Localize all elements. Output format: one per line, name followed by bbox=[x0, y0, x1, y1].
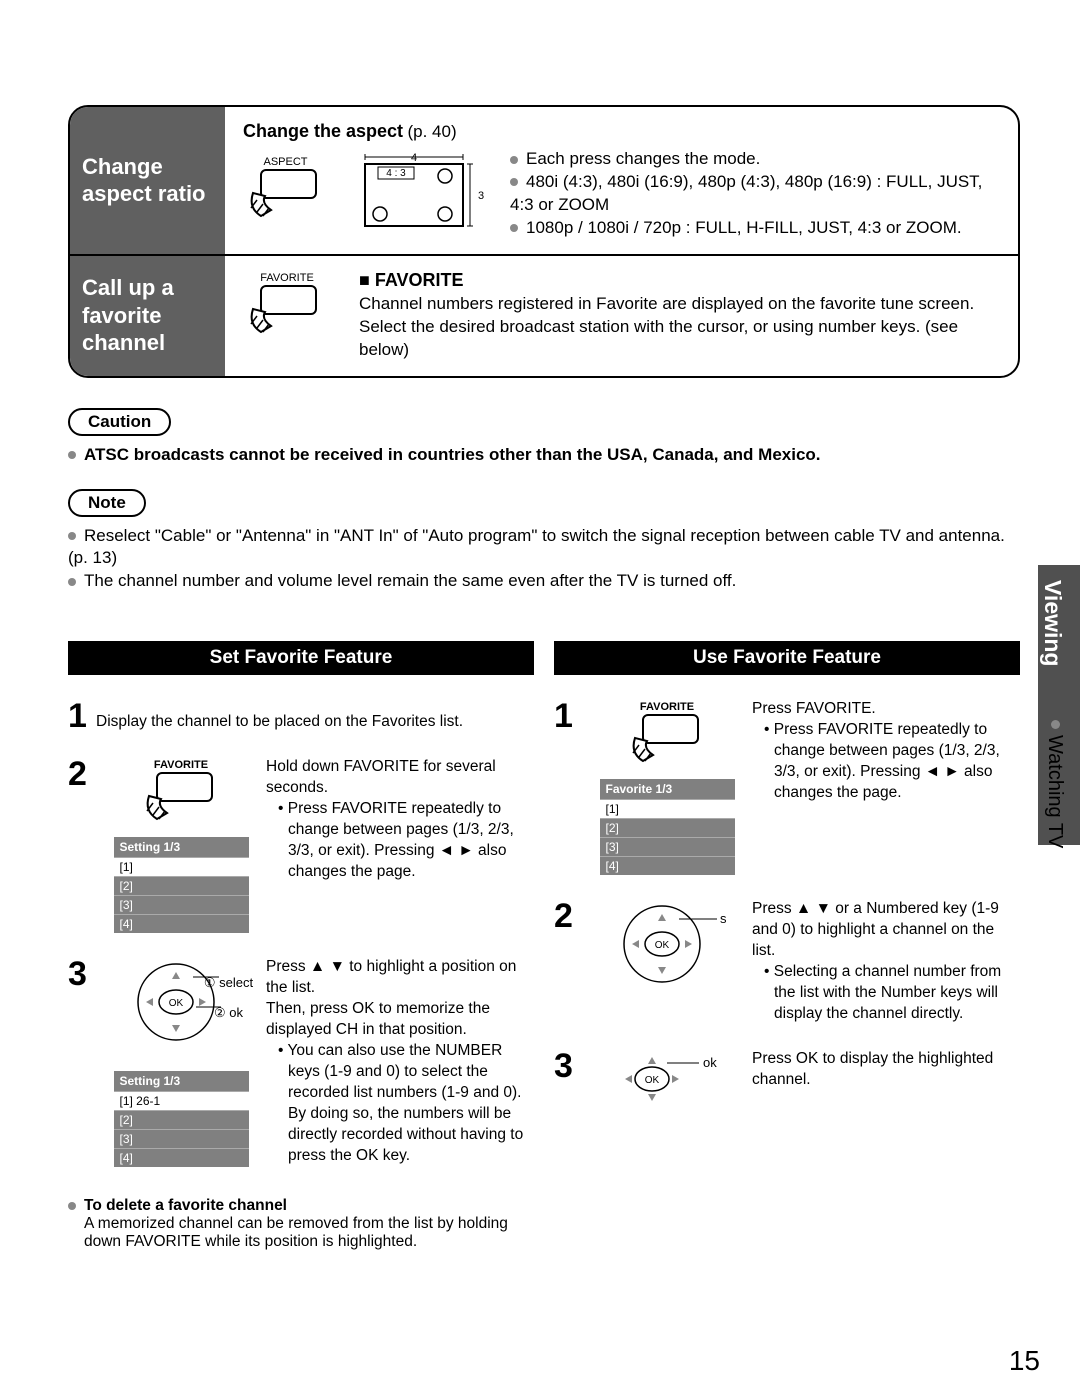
favorite-table: Favorite 1/3 [1] [2] [3] [4] bbox=[600, 779, 735, 875]
use-s2a: Press ▲ ▼ or a Numbered key (1-9 and 0) … bbox=[752, 899, 1020, 962]
aspect-bullet-2: 1080p / 1080i / 720p : FULL, H-FILL, JUS… bbox=[526, 218, 962, 237]
select-label: ① select bbox=[204, 975, 253, 991]
remote-button-icon bbox=[625, 713, 710, 769]
svg-text:OK: OK bbox=[169, 998, 184, 1009]
set-s2a: Hold down FAVORITE for several seconds. bbox=[266, 757, 534, 799]
svg-text:OK: OK bbox=[655, 940, 670, 951]
favorite-label: Call up a favorite channel bbox=[70, 256, 225, 376]
setting-table-1: Setting 1/3 [1] [2] [3] [4] bbox=[114, 837, 249, 933]
fav-btn-label: FAVORITE bbox=[154, 759, 208, 771]
step-1: 1 bbox=[68, 699, 96, 733]
svg-text:select: select bbox=[720, 911, 727, 926]
del-text: A memorized channel can be removed from … bbox=[84, 1215, 534, 1251]
step-3: 3 bbox=[68, 957, 96, 1167]
note-item-1: The channel number and volume level rema… bbox=[84, 571, 736, 590]
use-s1a: Press FAVORITE. bbox=[752, 699, 1020, 720]
ok-pad-icon: OK select bbox=[607, 899, 727, 989]
set-fav-title: Set Favorite Feature bbox=[68, 641, 534, 675]
set-s2b: • Press FAVORITE repeatedly to change be… bbox=[278, 799, 534, 883]
setting-table-2: Setting 1/3 [1] 26-1 [2] [3] [4] bbox=[114, 1071, 249, 1167]
set-s3a: Press ▲ ▼ to highlight a position on the… bbox=[266, 957, 534, 999]
aspect-bullet-1: 480i (4:3), 480i (16:9), 480p (4:3), 480… bbox=[510, 172, 982, 214]
aspect-heading: Change the aspect bbox=[243, 121, 403, 141]
note-item-0: Reselect "Cable" or "Antenna" in "ANT In… bbox=[68, 526, 1005, 568]
step-2: 2 bbox=[68, 757, 96, 933]
remote-button-icon bbox=[243, 284, 328, 344]
ok-label: ② ok bbox=[214, 1005, 243, 1021]
aspect-bullet-0: Each press changes the mode. bbox=[526, 149, 760, 168]
side-section: Viewing bbox=[1039, 580, 1066, 667]
favorite-heading: ■ FAVORITE bbox=[359, 270, 1000, 291]
use-s3a: Press OK to display the highlighted chan… bbox=[752, 1049, 1020, 1091]
svg-text:4 : 3: 4 : 3 bbox=[386, 168, 406, 179]
favorite-text: Channel numbers registered in Favorite a… bbox=[359, 293, 1000, 362]
set-s1: Display the channel to be placed on the … bbox=[96, 699, 463, 733]
fav-btn-label: FAVORITE bbox=[640, 701, 694, 713]
caution-text: ATSC broadcasts cannot be received in co… bbox=[84, 445, 821, 464]
ok-pad-icon: OK bbox=[121, 957, 241, 1047]
set-s3c: • You can also use the NUMBER keys (1-9 … bbox=[278, 1041, 534, 1167]
svg-text:3: 3 bbox=[478, 190, 484, 202]
use-s2b: • Selecting a channel number from the li… bbox=[764, 962, 1020, 1025]
page-number: 15 bbox=[1009, 1345, 1040, 1377]
top-table: Change aspect ratio Change the aspect (p… bbox=[68, 105, 1020, 378]
svg-text:OK: OK bbox=[645, 1075, 660, 1086]
aspect-label: Change aspect ratio bbox=[70, 107, 225, 254]
note-label: Note bbox=[68, 489, 146, 517]
svg-text:4: 4 bbox=[411, 152, 417, 164]
favorite-btn-label: FAVORITE bbox=[243, 272, 331, 284]
use-step-3: 3 bbox=[554, 1049, 582, 1109]
aspect-btn-label: ASPECT bbox=[243, 156, 328, 168]
aspect-heading-ref: (p. 40) bbox=[408, 122, 457, 141]
ok-pad-icon: OK ok bbox=[607, 1049, 727, 1109]
aspect-diagram-icon: 4 4 : 3 3 bbox=[350, 152, 485, 230]
set-s3b: Then, press OK to memorize the displayed… bbox=[266, 999, 534, 1041]
caution-label: Caution bbox=[68, 408, 171, 436]
use-s1b: • Press FAVORITE repeatedly to change be… bbox=[764, 720, 1020, 804]
side-subsection: Watching TV bbox=[1043, 720, 1066, 848]
del-head: To delete a favorite channel bbox=[84, 1197, 287, 1214]
use-step-1: 1 bbox=[554, 699, 582, 875]
remote-button-icon bbox=[139, 771, 224, 827]
use-fav-title: Use Favorite Feature bbox=[554, 641, 1020, 675]
remote-button-icon bbox=[243, 168, 328, 228]
svg-text:ok: ok bbox=[703, 1055, 717, 1070]
use-step-2: 2 bbox=[554, 899, 582, 1025]
